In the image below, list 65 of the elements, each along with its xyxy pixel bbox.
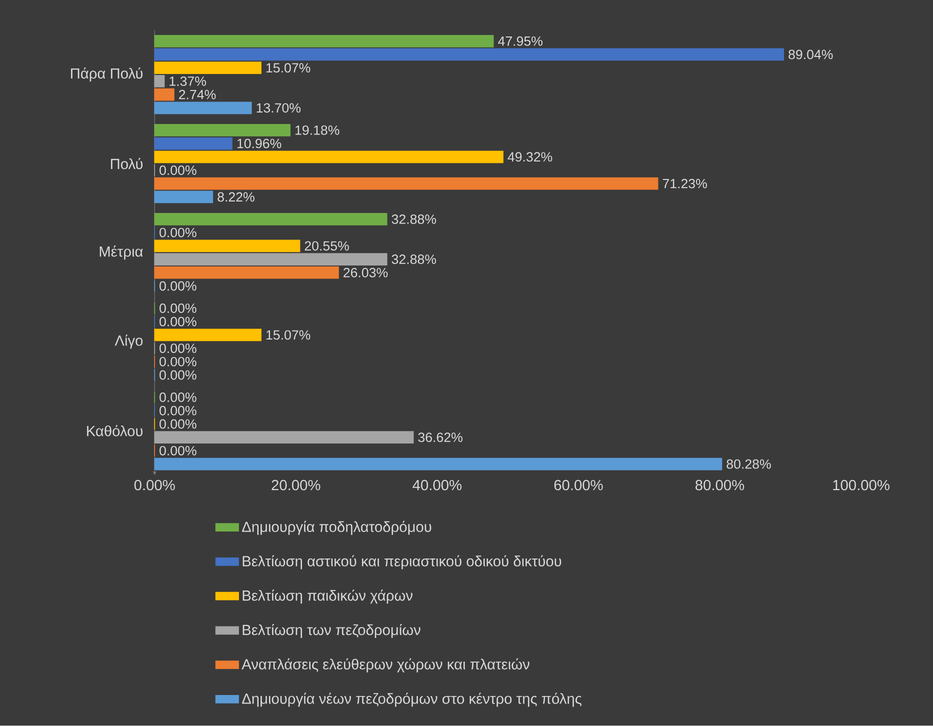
data-label: 0.00% — [160, 419, 196, 429]
data-label: 2.74% — [179, 90, 216, 100]
data-label: 19.18% — [296, 126, 340, 136]
legend-label: Βελτίωση παιδικών χάρων — [242, 590, 412, 604]
y-tick-label: Πάρα Πολύ — [71, 68, 143, 82]
bar — [154, 35, 494, 48]
data-label: 0.00% — [160, 304, 196, 314]
bar — [154, 124, 291, 136]
bar — [154, 240, 300, 252]
data-label: 49.32% — [508, 152, 552, 162]
y-tick-label: Λίγο — [114, 334, 143, 349]
bar — [154, 48, 784, 61]
bar — [154, 62, 262, 74]
data-label: 8.22% — [218, 192, 254, 202]
x-tick-label: 60.00% — [554, 480, 603, 490]
data-label: 0.00% — [160, 228, 196, 238]
data-label: 36.62% — [418, 432, 462, 442]
data-label: 0.00% — [160, 406, 196, 416]
data-label: 32.88% — [392, 214, 436, 224]
bar — [154, 458, 722, 470]
x-tick-label: 100.00% — [833, 480, 890, 490]
legend-label: Δημιουργία ποδηλατοδρόμου — [242, 520, 432, 536]
data-label: 13.70% — [256, 103, 301, 113]
data-label: 0.00% — [160, 317, 196, 326]
data-label: 1.37% — [170, 76, 206, 86]
y-tick-label: Μέτρια — [100, 246, 143, 260]
data-label: 0.00% — [160, 281, 196, 291]
data-label: 47.95% — [498, 36, 542, 46]
data-label: 71.23% — [662, 178, 707, 188]
data-label: 89.04% — [788, 50, 833, 60]
x-tick-label: 0.00% — [134, 480, 175, 490]
legend-label: Βελτίωση αστικού και περιαστικού οδικού δικτύου — [242, 555, 562, 570]
bar — [154, 213, 388, 226]
bar — [154, 328, 262, 342]
bar — [154, 102, 252, 114]
data-label: 15.07% — [266, 63, 310, 73]
bar — [154, 137, 232, 150]
bar — [154, 190, 214, 204]
bar — [154, 431, 414, 444]
legend-label: Βελτίωση των πεζοδρομίων — [242, 624, 420, 638]
data-label: 80.28% — [726, 459, 771, 469]
data-label: 10.96% — [237, 138, 282, 148]
data-label: 32.88% — [392, 254, 436, 264]
data-label: 0.00% — [160, 446, 196, 456]
data-label: 0.00% — [160, 392, 196, 402]
data-label: 26.03% — [344, 268, 388, 278]
x-tick-label: 20.00% — [272, 480, 320, 490]
legend-label: Αναπλάσεις ελεύθερων χώρων και πλατειών — [242, 658, 530, 673]
y-tick-label: Καθόλου — [87, 425, 143, 436]
bar — [154, 150, 504, 164]
data-label: 0.00% — [160, 370, 196, 380]
bar — [154, 178, 658, 190]
data-label: 0.00% — [160, 357, 196, 366]
y-tick-label: Πολύ — [110, 158, 143, 170]
bar — [154, 253, 388, 266]
x-tick-label: 80.00% — [696, 480, 744, 490]
data-label: 0.00% — [160, 344, 196, 354]
data-label: 0.00% — [160, 166, 196, 176]
data-label: 15.07% — [266, 330, 310, 340]
legend-label: Δημιουργία νέων πεζοδρόμων στο κέντρο της πόλης — [242, 692, 582, 707]
x-tick-label: 40.00% — [412, 480, 462, 490]
data-label: 20.55% — [304, 241, 349, 251]
bar — [154, 88, 174, 101]
bar — [154, 266, 339, 279]
bar — [154, 75, 165, 88]
